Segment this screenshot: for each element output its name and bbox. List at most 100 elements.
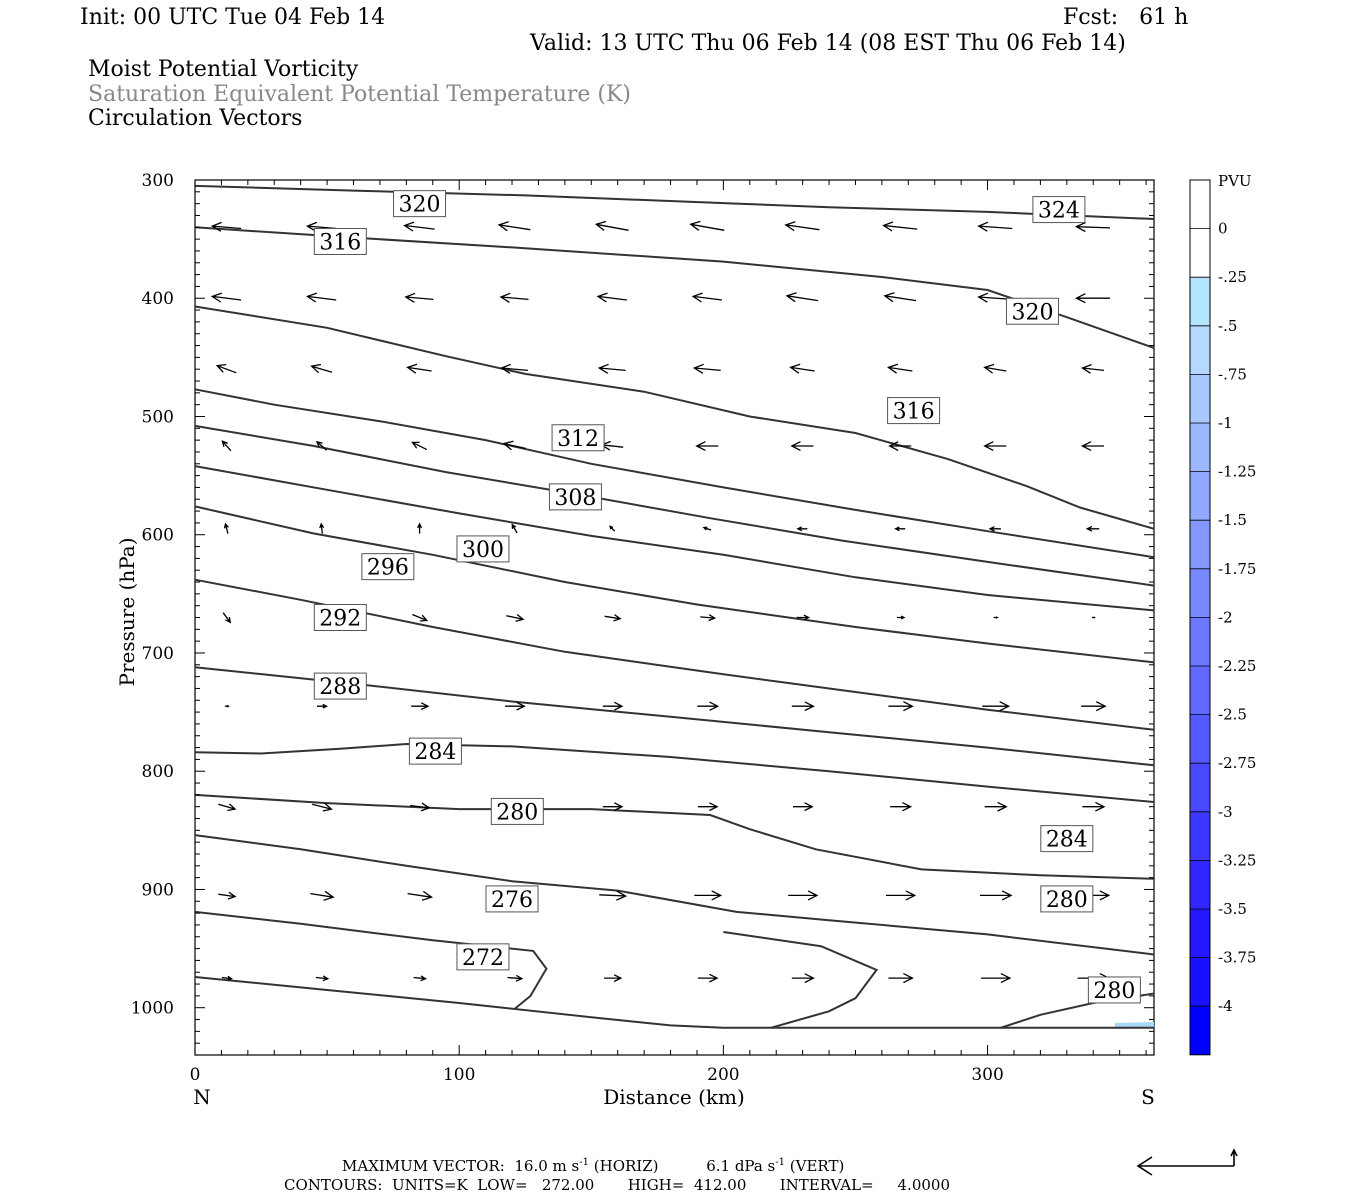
- circulation-vector: [596, 292, 627, 303]
- circulation-vector: [993, 616, 999, 619]
- contour-label-box: [313, 227, 367, 255]
- circulation-vector: [1074, 221, 1111, 233]
- colorbar-label: -2: [1218, 608, 1233, 626]
- circulation-vector: [982, 701, 1011, 712]
- circulation-vector: [979, 890, 1013, 901]
- contour-label-box: [456, 943, 510, 971]
- contour-line: [194, 505, 1155, 664]
- circulation-vector: [604, 974, 623, 983]
- colorbar-label: -1.5: [1218, 511, 1247, 529]
- circulation-vector: [319, 522, 325, 534]
- circulation-vector: [310, 363, 333, 374]
- circulation-vector: [411, 702, 430, 711]
- contour-info: CONTOURS: UNITS=K LOW= 272.00 HIGH= 412.…: [284, 1176, 950, 1194]
- circulation-vector: [506, 613, 525, 622]
- contour-label: 280: [496, 800, 538, 825]
- colorbar-label: -2.25: [1218, 657, 1256, 675]
- circulation-vector: [888, 973, 914, 984]
- circulation-vector: [896, 615, 906, 620]
- north-label: N: [193, 1085, 211, 1109]
- circulation-vector: [215, 363, 237, 374]
- circulation-vector: [222, 612, 232, 624]
- circulation-vector: [888, 701, 914, 712]
- contour-label-box: [887, 397, 941, 425]
- contour-line: [194, 578, 1155, 731]
- circulation-vector: [411, 441, 428, 451]
- y-tick-label: 900: [142, 880, 174, 900]
- reference-vector-arrowhead: [1136, 1156, 1153, 1176]
- circulation-vector: [1080, 441, 1104, 451]
- contour-label-box: [361, 553, 415, 581]
- circulation-vector: [500, 363, 528, 374]
- colorbar-title: PVU: [1218, 172, 1252, 190]
- circulation-vector: [1082, 801, 1106, 812]
- y-tick-label: 700: [142, 644, 174, 664]
- circulation-vector: [702, 526, 712, 531]
- colorbar-label: -3.25: [1218, 851, 1256, 869]
- circulation-vector: [312, 802, 333, 812]
- y-axis-title: Pressure (hPa): [115, 538, 139, 687]
- contour-label-box: [490, 797, 544, 825]
- contour-label-box: [1040, 825, 1094, 853]
- circulation-vector: [1085, 525, 1100, 532]
- contour-line: [194, 424, 1155, 587]
- circulation-vector: [882, 221, 918, 232]
- contour-label-box: [456, 535, 510, 563]
- circulation-vector: [210, 221, 242, 232]
- contour-label-box: [408, 737, 462, 765]
- colorbar-label: -1: [1218, 414, 1233, 432]
- contour-label-box: [313, 604, 367, 631]
- colorbar-swatch: [1190, 568, 1210, 618]
- colorbar-label: 0: [1218, 220, 1228, 238]
- colorbar-swatch: [1190, 180, 1210, 229]
- colorbar-swatch: [1190, 423, 1210, 472]
- circulation-vector: [499, 292, 529, 303]
- pv-colorbar: 0 -.25 -.5 -.75 -1 -1.25 -1.5 -1.75 -2 -2.25 -2.5 -…: [1189, 179, 1256, 1056]
- axis-labels: 300 400 500 600 700 800 900 1000 0 100 200 300: [131, 171, 1004, 1085]
- circulation-vector: [796, 614, 811, 621]
- contour-labels: 320 316 324 320 316 312 308 300 296 292 288 284 280 2…: [313, 190, 1141, 1004]
- colorbar-swatch: [1190, 374, 1210, 423]
- contour-line: [194, 388, 1155, 559]
- circulation-vector: [602, 701, 624, 711]
- max-vector-info: MAXIMUM VECTOR: 16.0 m s-1 (HORIZ) 6.1 d…: [342, 1157, 845, 1175]
- colorbar-swatch: [1190, 860, 1210, 909]
- south-label: S: [1141, 1085, 1155, 1109]
- circulation-vector: [502, 440, 526, 451]
- circulation-vector: [417, 522, 423, 534]
- circulation-vector: [784, 221, 820, 232]
- circulation-vector: [218, 891, 237, 900]
- circulation-vector: [1074, 293, 1110, 304]
- contour-line: [723, 931, 879, 1029]
- colorbar-label: -3.75: [1218, 949, 1256, 967]
- contour-label-box: [485, 885, 539, 913]
- circulation-vector: [791, 701, 815, 712]
- contour-label-box: [1040, 885, 1094, 913]
- circulation-vector: [1080, 363, 1105, 374]
- circulation-vector: [505, 701, 526, 711]
- colorbar-label: -3.5: [1218, 900, 1247, 918]
- circulation-vector: [988, 526, 1001, 532]
- circulation-vector: [604, 614, 622, 622]
- circulation-vector: [600, 440, 624, 451]
- colorbar-label: -1.25: [1218, 463, 1256, 481]
- contour-label: 324: [1038, 199, 1080, 224]
- circulation-vector: [224, 704, 230, 708]
- contour-label: 296: [367, 556, 409, 581]
- contour-line: [194, 793, 1155, 880]
- colorbar-label: -3: [1218, 803, 1233, 821]
- field-title-mpv: Moist Potential Vorticity: [88, 57, 359, 82]
- contour-label-box: [1005, 297, 1059, 325]
- colorbar-swatch: [1190, 617, 1210, 666]
- circulation-vector: [788, 890, 819, 901]
- contour-label: 272: [462, 946, 504, 971]
- circulation-vector: [305, 292, 337, 303]
- circulation-vector: [894, 526, 906, 532]
- circulation-vector: [602, 802, 624, 812]
- circulation-vector: [692, 363, 721, 374]
- contour-label: 288: [319, 675, 361, 700]
- x-tick-label: 100: [443, 1065, 475, 1085]
- circulation-vector: [412, 613, 429, 622]
- contour-line: [194, 976, 1154, 1029]
- contour-label: 316: [893, 400, 935, 425]
